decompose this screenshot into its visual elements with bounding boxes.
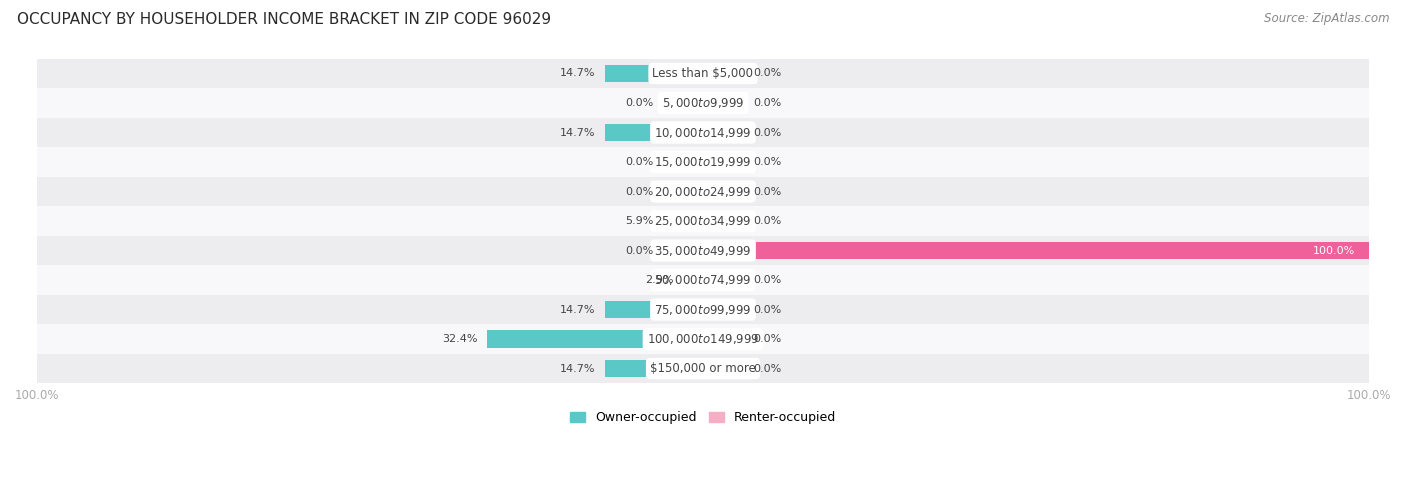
Bar <box>37 265 1369 295</box>
Text: 0.0%: 0.0% <box>754 275 782 285</box>
Text: 0.0%: 0.0% <box>754 216 782 226</box>
Bar <box>37 59 1369 88</box>
Bar <box>664 94 703 112</box>
Text: 32.4%: 32.4% <box>441 334 477 344</box>
Text: 0.0%: 0.0% <box>624 187 652 196</box>
Text: 0.0%: 0.0% <box>754 157 782 167</box>
Bar <box>683 271 703 289</box>
Text: $15,000 to $19,999: $15,000 to $19,999 <box>654 155 752 169</box>
Bar <box>605 65 703 82</box>
Bar <box>37 354 1369 383</box>
Text: 100.0%: 100.0% <box>1313 245 1355 256</box>
Text: $5,000 to $9,999: $5,000 to $9,999 <box>662 96 744 110</box>
Bar <box>37 177 1369 206</box>
Bar <box>37 236 1369 265</box>
Bar <box>488 330 703 348</box>
Text: 0.0%: 0.0% <box>754 187 782 196</box>
Bar <box>664 242 703 260</box>
Legend: Owner-occupied, Renter-occupied: Owner-occupied, Renter-occupied <box>565 406 841 429</box>
Text: 5.9%: 5.9% <box>626 216 654 226</box>
Bar <box>703 360 742 378</box>
Bar <box>703 94 742 112</box>
Bar <box>703 271 742 289</box>
Bar <box>605 123 703 141</box>
Text: 0.0%: 0.0% <box>754 98 782 108</box>
Bar <box>37 147 1369 177</box>
Text: $35,000 to $49,999: $35,000 to $49,999 <box>654 243 752 258</box>
Bar <box>664 153 703 171</box>
Text: 0.0%: 0.0% <box>754 364 782 374</box>
Bar <box>703 212 742 230</box>
Text: $10,000 to $14,999: $10,000 to $14,999 <box>654 125 752 139</box>
Bar <box>37 88 1369 118</box>
Text: $100,000 to $149,999: $100,000 to $149,999 <box>647 332 759 346</box>
Text: $20,000 to $24,999: $20,000 to $24,999 <box>654 185 752 199</box>
Text: $25,000 to $34,999: $25,000 to $34,999 <box>654 214 752 228</box>
Text: 0.0%: 0.0% <box>754 127 782 138</box>
Bar <box>703 330 742 348</box>
Text: $150,000 or more: $150,000 or more <box>650 362 756 375</box>
Bar <box>37 324 1369 354</box>
Text: $50,000 to $74,999: $50,000 to $74,999 <box>654 273 752 287</box>
Bar <box>664 183 703 200</box>
Bar <box>605 301 703 318</box>
Bar <box>37 118 1369 147</box>
Text: $75,000 to $99,999: $75,000 to $99,999 <box>654 303 752 316</box>
Text: 14.7%: 14.7% <box>560 364 595 374</box>
Bar <box>37 295 1369 324</box>
Bar <box>703 183 742 200</box>
Text: OCCUPANCY BY HOUSEHOLDER INCOME BRACKET IN ZIP CODE 96029: OCCUPANCY BY HOUSEHOLDER INCOME BRACKET … <box>17 12 551 27</box>
Text: 0.0%: 0.0% <box>754 69 782 79</box>
Text: Source: ZipAtlas.com: Source: ZipAtlas.com <box>1264 12 1389 25</box>
Text: 14.7%: 14.7% <box>560 127 595 138</box>
Text: 14.7%: 14.7% <box>560 305 595 314</box>
Text: 0.0%: 0.0% <box>624 98 652 108</box>
Text: 14.7%: 14.7% <box>560 69 595 79</box>
Bar <box>605 360 703 378</box>
Text: 0.0%: 0.0% <box>754 305 782 314</box>
Bar <box>703 123 742 141</box>
Bar <box>703 301 742 318</box>
Bar <box>664 212 703 230</box>
Bar <box>703 242 1369 260</box>
Text: 2.9%: 2.9% <box>645 275 673 285</box>
Bar <box>703 153 742 171</box>
Bar <box>703 65 742 82</box>
Text: 0.0%: 0.0% <box>624 157 652 167</box>
Text: Less than $5,000: Less than $5,000 <box>652 67 754 80</box>
Bar <box>37 206 1369 236</box>
Text: 0.0%: 0.0% <box>754 334 782 344</box>
Text: 0.0%: 0.0% <box>624 245 652 256</box>
